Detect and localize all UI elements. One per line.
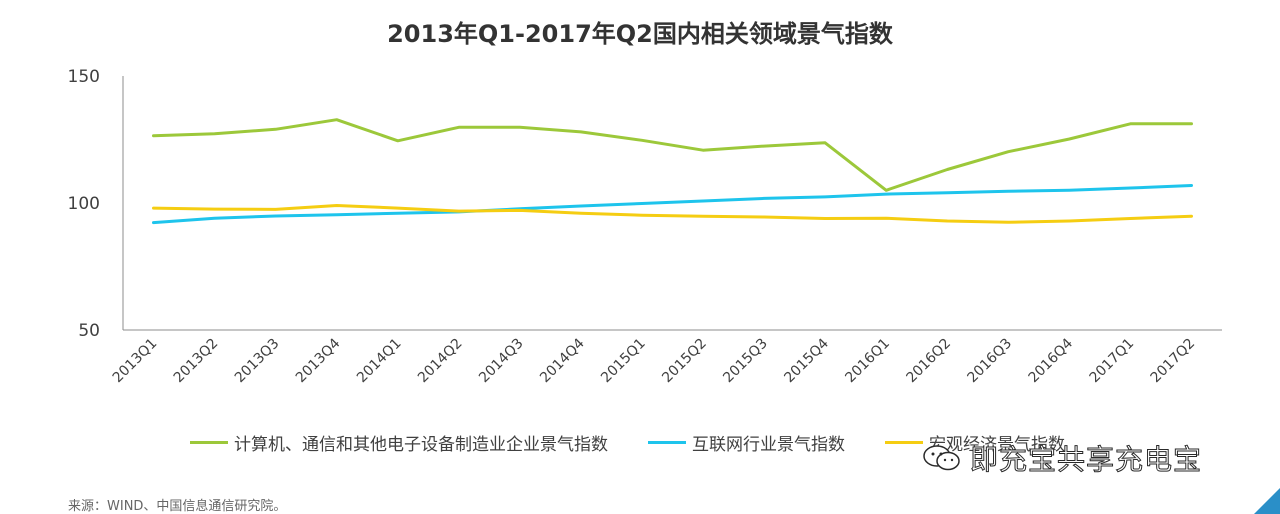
wechat-icon [922, 443, 962, 473]
legend-item-macro: 宏观经济景气指数 [885, 430, 1065, 455]
x-tick-label: 2015Q2 [659, 336, 710, 387]
series-line-2 [152, 204, 1193, 224]
x-tick-label: 2014Q1 [354, 336, 405, 387]
legend-swatch-internet [648, 440, 686, 444]
x-tick-label: 2013Q4 [293, 335, 344, 386]
watermark-text: 即充宝共享充电宝 [969, 443, 1203, 477]
x-tick-label: 2013Q3 [232, 336, 283, 387]
y-tick-label: 150 [68, 67, 100, 87]
y-tick-label: 50 [78, 321, 100, 341]
legend-label-computing: 计算机、通信和其他电子设备制造业企业景气指数 [234, 434, 608, 455]
x-tick-label: 2016Q2 [903, 336, 954, 387]
y-tick-label: 100 [68, 194, 100, 214]
x-tick-label: 2014Q3 [476, 336, 527, 387]
series-layer [152, 118, 1193, 225]
legend-item-internet: 互联网行业景气指数 [648, 430, 845, 455]
legend-item-computing: 计算机、通信和其他电子设备制造业企业景气指数 [190, 430, 608, 455]
legend-swatch-computing [190, 440, 228, 444]
legend-swatch-macro [885, 440, 923, 444]
x-tick-label: 2014Q2 [415, 336, 466, 387]
x-tick-label: 2015Q3 [720, 336, 771, 387]
watermark: 即充宝共享充电宝 [922, 438, 1202, 478]
corner-decoration [1254, 488, 1280, 514]
legend-label-macro: 宏观经济景气指数 [929, 434, 1065, 455]
source-note: 来源：WIND、中国信息通信研究院。 [68, 499, 287, 514]
chart-title: 2013年Q1-2017年Q2国内相关领域景气指数 [387, 20, 893, 48]
x-tick-label: 2015Q1 [598, 336, 649, 387]
x-tick-label: 2013Q2 [171, 336, 222, 387]
x-tick-label: 2017Q1 [1087, 336, 1138, 387]
x-tick-label: 2016Q3 [965, 336, 1016, 387]
legend-label-internet: 互联网行业景气指数 [692, 434, 845, 455]
series-line-1 [152, 184, 1193, 225]
chart-axes [122, 76, 1222, 331]
x-tick-label: 2017Q2 [1148, 336, 1199, 387]
x-tick-label: 2014Q4 [537, 335, 588, 386]
x-tick-label: 2016Q4 [1026, 335, 1077, 386]
series-line-0 [152, 118, 1193, 192]
chart-legend: 计算机、通信和其他电子设备制造业企业景气指数 互联网行业景气指数 宏观经济景气指… [190, 430, 1105, 455]
x-tick-label: 2016Q1 [842, 336, 893, 387]
x-tick-label: 2013Q1 [110, 336, 161, 387]
x-tick-label: 2015Q4 [781, 335, 832, 386]
